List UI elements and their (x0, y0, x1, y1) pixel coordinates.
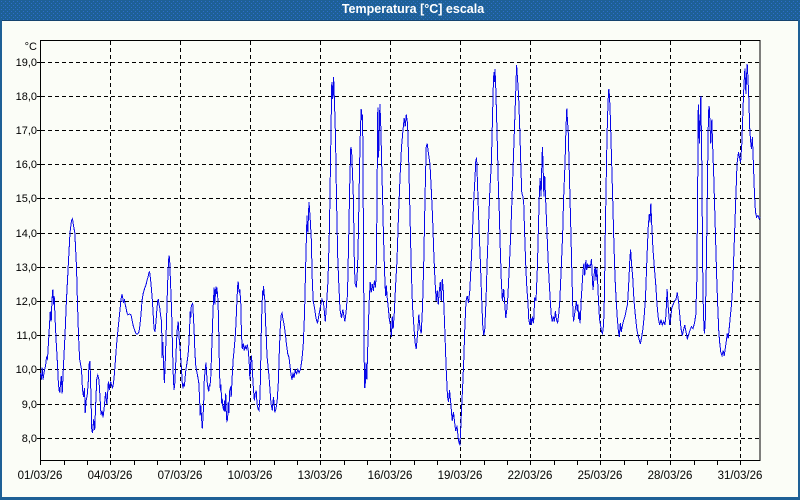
svg-text:04/03/26: 04/03/26 (88, 470, 133, 482)
svg-text:25/03/26: 25/03/26 (578, 470, 623, 482)
svg-text:13,0: 13,0 (16, 262, 37, 274)
svg-text:22/03/26: 22/03/26 (508, 470, 553, 482)
svg-text:14,0: 14,0 (16, 228, 37, 240)
svg-text:18,0: 18,0 (16, 91, 37, 103)
svg-text:19/03/26: 19/03/26 (438, 470, 483, 482)
svg-text:31/03/26: 31/03/26 (718, 470, 763, 482)
svg-text:28/03/26: 28/03/26 (648, 470, 693, 482)
svg-text:15,0: 15,0 (16, 193, 37, 205)
svg-text:8,0: 8,0 (22, 433, 37, 445)
svg-text:01/03/26: 01/03/26 (18, 470, 63, 482)
svg-text:16,0: 16,0 (16, 159, 37, 171)
svg-text:17,0: 17,0 (16, 125, 37, 137)
svg-text:07/03/26: 07/03/26 (158, 470, 203, 482)
svg-text:16/03/26: 16/03/26 (368, 470, 413, 482)
svg-text:19,0: 19,0 (16, 57, 37, 69)
svg-text:°C: °C (25, 41, 37, 53)
svg-text:10,0: 10,0 (16, 364, 37, 376)
svg-text:9,0: 9,0 (22, 399, 37, 411)
svg-text:10/03/26: 10/03/26 (228, 470, 273, 482)
svg-text:13/03/26: 13/03/26 (298, 470, 343, 482)
svg-text:12,0: 12,0 (16, 296, 37, 308)
svg-text:11,0: 11,0 (16, 330, 37, 342)
